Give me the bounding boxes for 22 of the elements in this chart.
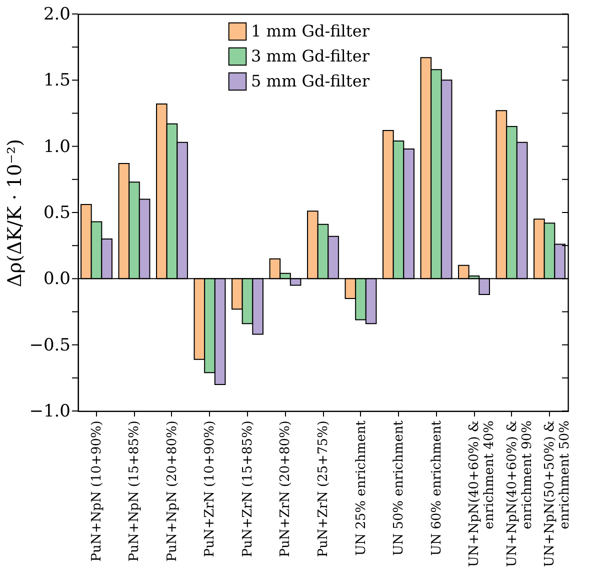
y-tick-label: −0.5 [29, 335, 70, 356]
x-tick-label: PuN+NpN (20+80%) [165, 420, 180, 562]
x-tick-label: UN 50% enrichment [392, 420, 406, 556]
y-tick-label: 2.0 [43, 4, 70, 24]
x-tick-label: UN 25% enrichment [354, 420, 369, 556]
y-tick-label: 0.5 [43, 203, 70, 223]
x-tick-label: PuN+ZrN (15+85%) [240, 420, 256, 558]
y-tick-label: 1.5 [43, 70, 70, 91]
x-tick-label: PuN+ZrN (10+90%) [202, 420, 218, 558]
x-tick-label: PuN+NpN (10+90%) [90, 420, 104, 562]
x-tick-label: UN+NpN(40+60%) & enrichment 40% [467, 420, 497, 567]
y-axis-title: Δρ(ΔK/K · 10⁻²) [4, 138, 26, 288]
x-tick-label: PuN+ZrN (20+80%) [278, 420, 294, 558]
y-tick-label: −1.0 [29, 402, 70, 422]
x-tick-label: UN 60% enrichment [429, 420, 444, 556]
legend-label: 1 mm Gd-filter [251, 22, 370, 40]
legend-label: 5 mm Gd-filter [251, 72, 370, 90]
x-tick-label: PuN+NpN (15+85%) [127, 420, 142, 562]
y-tick-label: 1.0 [43, 136, 70, 157]
x-tick-label: PuN+ZrN (25+75%) [316, 420, 331, 558]
legend-label: 3 mm Gd-filter [251, 46, 370, 66]
y-tick-label: 0.0 [43, 269, 70, 290]
